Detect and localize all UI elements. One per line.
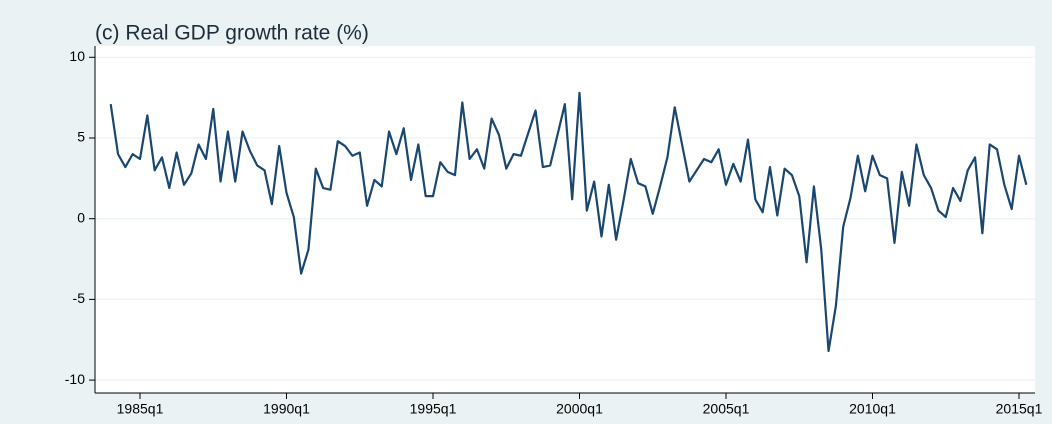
x-tick-label: 1990q1	[263, 401, 310, 417]
y-tick-label: 0	[77, 209, 85, 225]
y-tick-label: -5	[73, 290, 86, 306]
x-tick-label: 1985q1	[117, 401, 164, 417]
chart-title: (c) Real GDP growth rate (%)	[95, 22, 369, 45]
x-tick-label: 2010q1	[849, 401, 896, 417]
x-tick-label: 2005q1	[703, 401, 750, 417]
data-line	[109, 91, 1028, 353]
y-tick-label: -10	[65, 371, 85, 387]
y-tick-label: 10	[69, 48, 85, 64]
x-tick-label: 2015q1	[996, 401, 1043, 417]
plot-area	[95, 46, 1035, 393]
x-tick-label: 2000q1	[556, 401, 603, 417]
y-tick-label: 5	[77, 129, 85, 145]
x-tick-label: 1995q1	[410, 401, 457, 417]
